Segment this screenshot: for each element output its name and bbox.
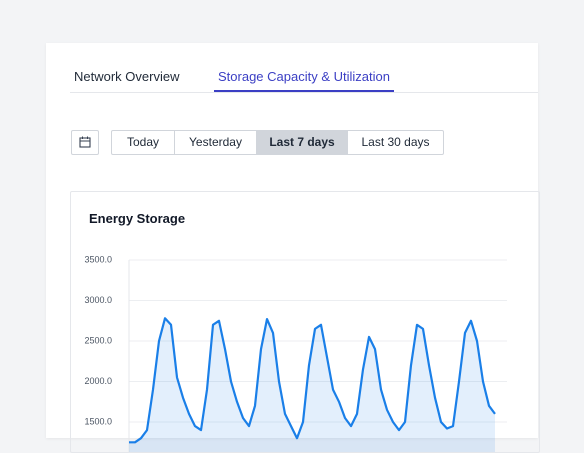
y-tick-label: 3000.0 — [84, 295, 112, 305]
tab[interactable]: Network Overview — [74, 69, 180, 84]
tab-active[interactable]: Storage Capacity & Utilization — [218, 69, 390, 84]
range-button[interactable]: Today — [112, 131, 175, 154]
y-tick-label: 1500.0 — [84, 416, 112, 426]
y-tick-label: 2500.0 — [84, 335, 112, 345]
y-tick-label: 3500.0 — [84, 254, 112, 264]
tab-underline — [214, 90, 394, 92]
calendar-button[interactable] — [71, 130, 99, 155]
line — [129, 317, 496, 444]
chart-title: Energy Storage — [89, 211, 186, 226]
chart-card: Energy Storage 1500.0 2000.0 2500.0 3000.0 3… — [70, 191, 540, 453]
y-tick-label: 2000.0 — [84, 376, 112, 386]
range-selector: Today Yesterday Last 7 days Last 30 days — [111, 130, 444, 155]
page: {"tabs": ["Network Overview", "Storage C… — [46, 43, 540, 453]
chart: 1500.0 2000.0 2500.0 3000.0 3500.0 — [84, 254, 507, 452]
range-button[interactable]: Yesterday — [175, 131, 257, 154]
divider — [70, 92, 538, 93]
line-area — [129, 318, 495, 452]
range-button-active[interactable]: Last 7 days — [257, 131, 348, 154]
calendar-icon — [79, 136, 91, 148]
panel: Network Overview Storage Capacity & Util… — [46, 43, 540, 453]
range-button[interactable]: Last 30 days — [361, 135, 430, 149]
